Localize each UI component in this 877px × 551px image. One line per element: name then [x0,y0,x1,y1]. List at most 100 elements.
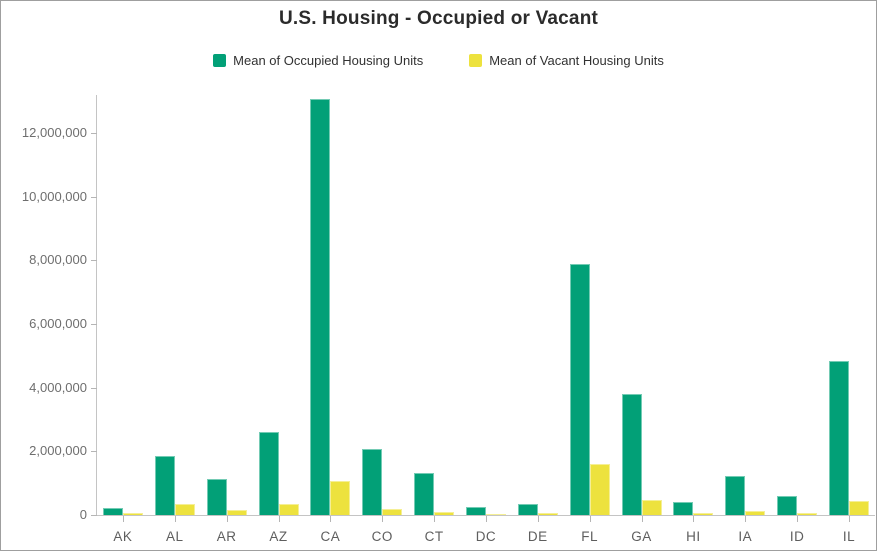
legend-item-vacant[interactable]: Mean of Vacant Housing Units [469,53,664,68]
x-axis-tick-mark [485,516,487,522]
bar-group-al [154,456,195,515]
x-axis-label-ca: CA [320,529,341,544]
x-axis-tick-mark [174,516,176,522]
category-ak: AK [97,95,149,544]
x-axis-tick-mark [434,516,436,522]
vacant-bar-ct[interactable] [434,511,455,515]
category-ca: CA [304,95,356,544]
occupied-bar-id[interactable] [777,495,798,515]
y-axis-tick-mark [91,196,97,198]
vacant-bar-de[interactable] [537,512,558,515]
category-id: ID [771,95,823,544]
bar-group-ak [102,507,143,515]
y-axis-tick-label: 8,000,000 [29,252,87,268]
bar-group-id [777,495,818,515]
vacant-bar-ca[interactable] [330,481,351,515]
x-axis-label-hi: HI [686,529,701,544]
legend-item-occupied[interactable]: Mean of Occupied Housing Units [213,53,423,68]
category-ga: GA [616,95,668,544]
bar-group-ar [206,479,247,515]
plot-area: AK AL AR AZ CA CO CT DC DE FL GA HI IA ID IL 0 2,000,00… [22,95,875,544]
category-ia: IA [719,95,771,544]
y-axis-tick-mark [91,133,97,135]
x-axis-tick-mark [797,516,799,522]
occupied-bar-co[interactable] [362,448,383,515]
y-axis-tick-label: 12,000,000 [21,125,87,141]
x-axis-label-il: IL [842,529,856,544]
vacant-bar-ga[interactable] [641,500,662,515]
x-axis-label-co: CO [371,529,393,544]
category-fl: FL [564,95,616,544]
y-axis-tick-label: 0 [79,507,87,522]
bar-group-fl [569,263,610,515]
bar-group-ct [414,472,455,515]
y-axis-tick-mark [91,515,97,516]
occupied-bar-de[interactable] [517,504,538,515]
y-axis-tick-label: 6,000,000 [29,316,87,332]
y-axis-tick-label: 2,000,000 [29,443,87,459]
x-axis-tick-mark [537,516,539,522]
vacant-bar-il[interactable] [848,501,869,515]
bar-group-ia [725,475,766,515]
occupied-bar-ia[interactable] [725,475,746,515]
bar-group-co [362,448,403,515]
category-de: DE [512,95,564,544]
x-axis-label-dc: DC [475,529,497,544]
vacant-bar-co[interactable] [382,509,403,515]
occupied-bar-ca[interactable] [310,99,331,515]
vacant-bar-az[interactable] [278,503,299,515]
vacant-bar-fl[interactable] [589,464,610,515]
x-axis-label-az: AZ [269,529,288,544]
y-axis-tick-mark [91,451,97,453]
occupied-bar-az[interactable] [258,432,279,515]
occupied-bar-ga[interactable] [621,394,642,515]
x-axis-tick-mark [745,516,747,522]
category-co: CO [356,95,408,544]
bar-group-ga [621,394,662,515]
occupied-bar-al[interactable] [154,456,175,515]
bar-group-az [258,432,299,515]
x-axis-tick-mark [278,516,280,522]
category-hi: HI [667,95,719,544]
category-ar: AR [201,95,253,544]
occupied-bar-hi[interactable] [673,501,694,515]
y-axis-tick-mark [91,324,97,326]
x-axis-label-ia: IA [738,529,753,544]
x-axis-tick-mark [122,516,124,522]
x-axis-tick-mark [693,516,695,522]
occupied-bar-dc[interactable] [465,507,486,515]
categories-row: AK AL AR AZ CA CO CT DC DE FL GA HI IA ID IL [97,95,875,544]
vacant-bar-dc[interactable] [485,514,506,515]
legend: Mean of Occupied Housing Units Mean of V… [1,53,876,68]
occupied-bar-fl[interactable] [569,263,590,515]
x-axis-tick-mark [330,516,332,522]
vacant-bar-id[interactable] [797,512,818,515]
vacant-series-swatch-icon [469,54,483,67]
category-dc: DC [460,95,512,544]
x-axis-label-fl: FL [581,529,599,544]
x-axis-label-ar: AR [216,529,237,544]
occupied-series-swatch-icon [213,54,227,67]
x-axis-tick-mark [589,516,591,522]
vacant-bar-hi[interactable] [693,512,714,515]
chart-title: U.S. Housing - Occupied or Vacant [278,8,599,29]
bar-group-il [828,360,869,515]
occupied-bar-ar[interactable] [206,479,227,515]
occupied-bar-ct[interactable] [414,472,435,515]
bar-group-ca [310,99,351,515]
occupied-bar-il[interactable] [828,360,849,515]
x-axis-tick-mark [641,516,643,522]
category-il: IL [823,95,875,544]
occupied-bar-ak[interactable] [102,507,123,515]
bar-group-de [517,504,558,515]
y-axis-tick-mark [91,260,97,262]
category-al: AL [149,95,201,544]
vacant-bar-al[interactable] [174,503,195,515]
x-axis-label-de: DE [527,529,548,544]
legend-label-vacant: Mean of Vacant Housing Units [489,53,664,68]
vacant-bar-ar[interactable] [226,509,247,515]
vacant-bar-ak[interactable] [122,513,143,515]
vacant-bar-ia[interactable] [745,510,766,515]
bar-group-dc [465,507,506,515]
